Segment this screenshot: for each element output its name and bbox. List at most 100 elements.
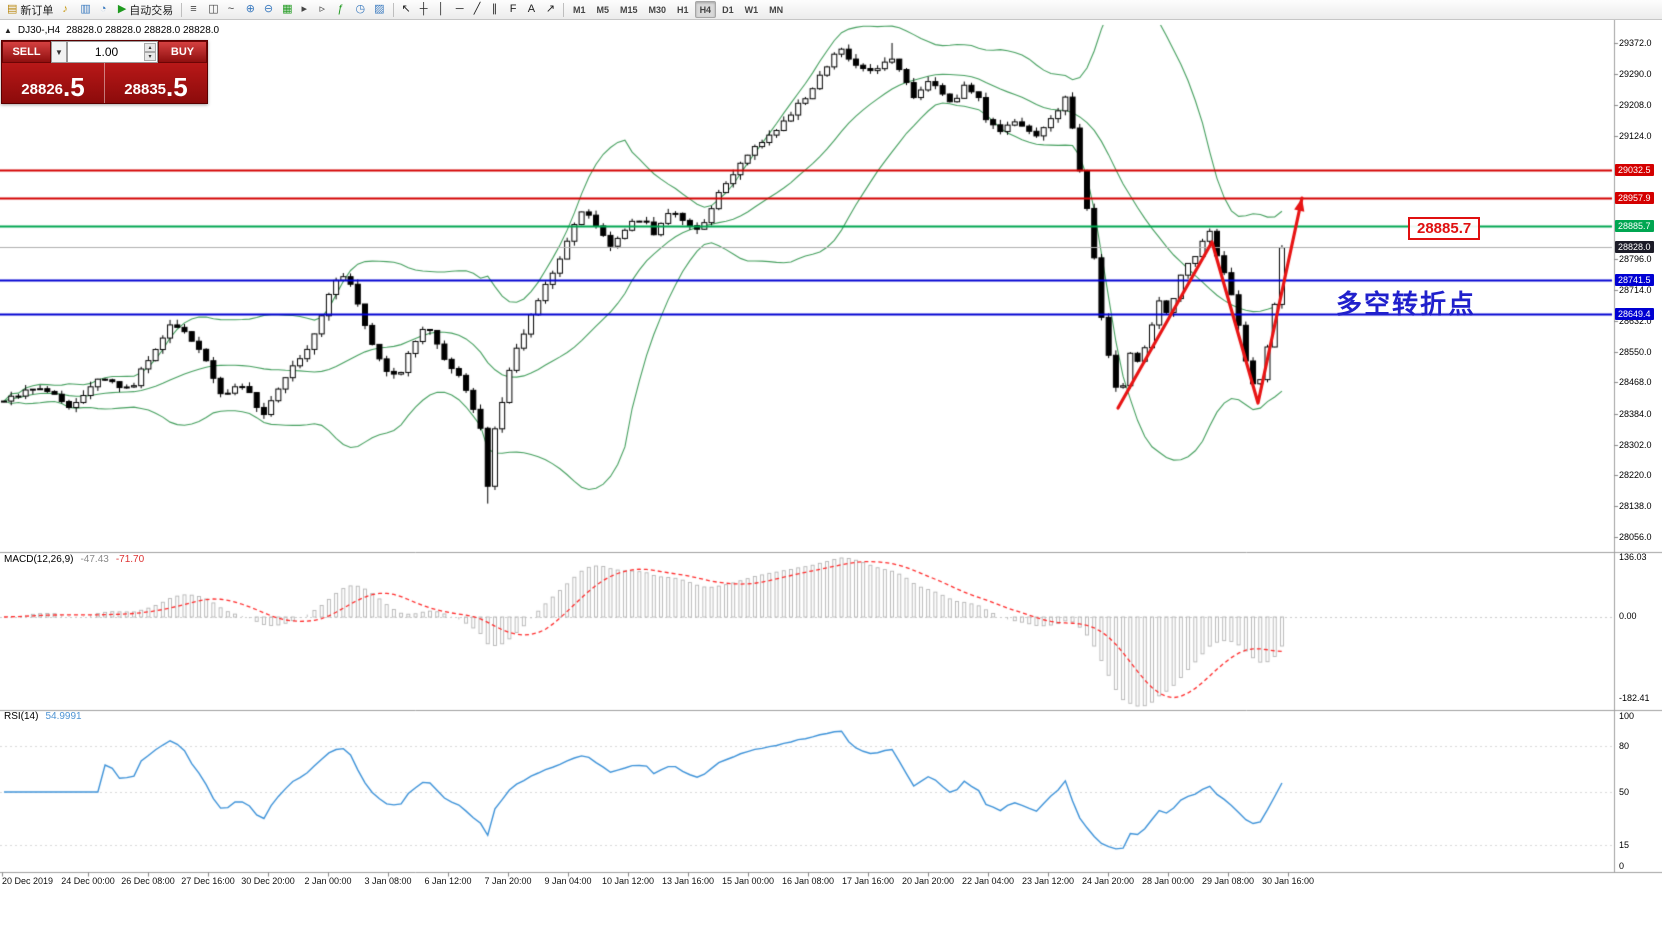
- timeframe-m5-button-label: M5: [596, 4, 610, 15]
- rsi-indicator-label: RSI(14) 54.9991: [4, 711, 82, 722]
- timeframe-h4-button-label: H4: [699, 4, 712, 15]
- templates-button[interactable]: ▨: [370, 1, 388, 18]
- price-scale-tick: 28714.0: [1619, 284, 1652, 295]
- channel-button[interactable]: ∥: [488, 1, 505, 18]
- timeframe-m30-button[interactable]: M30: [644, 1, 672, 18]
- vertical-line-button[interactable]: │: [434, 1, 451, 18]
- timeframe-h1-button[interactable]: H1: [672, 1, 694, 18]
- timeframe-m15-button[interactable]: M15: [615, 1, 643, 18]
- timeframe-m1-button[interactable]: M1: [568, 1, 591, 18]
- channel-icon: ∥: [491, 3, 498, 15]
- price-scale-tick: 28302.0: [1619, 439, 1652, 450]
- autotrading-button[interactable]: ▶ 自动交易: [114, 1, 177, 18]
- buy-price[interactable]: 28835.5: [104, 63, 207, 103]
- rsi-scale-label: 0: [1619, 861, 1625, 871]
- sell-price[interactable]: 28826.5: [2, 63, 104, 103]
- price-scale-badge: 28649.4: [1615, 308, 1654, 321]
- rsi-value: 54.9991: [45, 711, 82, 722]
- macd-scale-label: -182.41: [1619, 693, 1650, 703]
- new-order-button-label: 新订单: [20, 4, 54, 17]
- price-scale-badge: 28828.0: [1615, 241, 1654, 254]
- price-scale-tick: 28468.0: [1619, 377, 1652, 388]
- chart-shift-button[interactable]: ▹: [316, 1, 333, 18]
- timeframe-w1-button[interactable]: W1: [740, 1, 764, 18]
- turning-point-annotation[interactable]: 多空转折点: [1336, 289, 1477, 319]
- price-scale-tick: 29372.0: [1619, 38, 1652, 48]
- macd-scale-label: 0.00: [1619, 611, 1637, 621]
- rsi-scale-label: 80: [1619, 741, 1630, 751]
- candlestick-chart-button[interactable]: ◫: [204, 1, 222, 18]
- sell-price-main: 28826: [21, 81, 64, 99]
- indicators-icon: ƒ: [337, 3, 344, 15]
- new-order-button[interactable]: ▤ 新订单: [3, 1, 57, 18]
- line-chart-icon: ~: [227, 3, 235, 15]
- tile-windows-button[interactable]: ▦: [278, 1, 296, 18]
- price-level-label[interactable]: 28885.7: [1408, 217, 1481, 240]
- market-watch-icon: ◔: [99, 3, 107, 15]
- timeframe-h4-button[interactable]: H4: [694, 1, 717, 18]
- price-scale-badge: 28885.7: [1615, 219, 1654, 232]
- chart-shift-icon: ▹: [319, 3, 326, 15]
- time-axis-label: 23 Jan 12:00: [1021, 876, 1075, 886]
- time-axis-label: 17 Jan 16:00: [841, 876, 895, 886]
- macd-indicator-label: MACD(12,26,9) -47.43 -71.70: [4, 554, 144, 565]
- horizontal-line-icon: ─: [455, 3, 464, 15]
- macd-scale-label: 136.03: [1619, 552, 1647, 562]
- profiles-icon: ▥: [80, 3, 91, 15]
- bar-chart-icon: ≡: [190, 3, 197, 15]
- vertical-line-icon: │: [437, 3, 445, 15]
- line-chart-button[interactable]: ~: [224, 1, 241, 18]
- volume-dropdown-button[interactable]: ▼: [51, 41, 67, 63]
- volume-field[interactable]: 1.00 ▴ ▾: [67, 41, 158, 63]
- timeframe-mn-button[interactable]: MN: [764, 1, 788, 18]
- timeframe-m15-button-label: M15: [620, 4, 638, 15]
- bar-chart-button[interactable]: ≡: [186, 1, 203, 18]
- price-scale-tick: 28632.0: [1619, 315, 1652, 326]
- time-axis-label: 20 Jan 20:00: [901, 876, 955, 886]
- trendline-icon: ╱: [473, 3, 481, 15]
- trendline-button[interactable]: ╱: [470, 1, 487, 18]
- sound-alerts-button[interactable]: ♪: [58, 1, 75, 18]
- volume-down-icon[interactable]: ▾: [144, 52, 156, 61]
- horizontal-line-button[interactable]: ─: [452, 1, 469, 18]
- zoom-out-button[interactable]: ⊖: [260, 1, 277, 18]
- trade-panel-price-row: 28826.5 28835.5: [2, 63, 207, 103]
- toolbar-separator: [562, 2, 564, 17]
- macd-name: MACD(12,26,9): [4, 554, 74, 565]
- time-axis-label: 6 Jan 12:00: [424, 876, 472, 886]
- price-scale-tick: 28384.0: [1619, 408, 1652, 419]
- templates-icon: ▨: [374, 3, 385, 15]
- market-watch-button[interactable]: ◔: [96, 1, 113, 18]
- time-axis-label: 30 Jan 16:00: [1261, 876, 1315, 886]
- timeframe-m5-button[interactable]: M5: [592, 1, 615, 18]
- volume-up-icon[interactable]: ▴: [144, 43, 156, 52]
- one-click-panel-toggle-icon[interactable]: ▲: [4, 26, 12, 35]
- cursor-icon: ↖: [401, 3, 411, 15]
- indicators-button[interactable]: ƒ: [334, 1, 351, 18]
- profiles-button[interactable]: ▥: [76, 1, 94, 18]
- auto-scroll-button[interactable]: ▸: [298, 1, 315, 18]
- time-axis-label: 13 Jan 16:00: [661, 876, 715, 886]
- one-click-trading-panel: SELL ▼ 1.00 ▴ ▾ BUY 28826.5 28835.5: [1, 40, 208, 104]
- zoom-in-button[interactable]: ⊕: [242, 1, 259, 18]
- timeframe-d1-button[interactable]: D1: [717, 1, 739, 18]
- cursor-button[interactable]: ↖: [398, 1, 415, 18]
- time-axis-label: 24 Dec 00:00: [61, 876, 115, 886]
- buy-button[interactable]: BUY: [158, 41, 207, 63]
- time-axis-label: 22 Jan 04:00: [961, 876, 1015, 886]
- text-button[interactable]: A: [524, 1, 541, 18]
- crosshair-button[interactable]: ┼: [416, 1, 433, 18]
- symbol-ohlc-label: ▲ DJ30-,H4 28828.0 28828.0 28828.0 28828…: [4, 25, 219, 36]
- autotrading-icon: ▶: [117, 3, 127, 15]
- rsi-scale-label: 50: [1619, 787, 1630, 797]
- macd-value-signal: -71.70: [115, 554, 145, 565]
- timeframe-mn-button-label: MN: [769, 4, 784, 15]
- sell-button[interactable]: SELL: [2, 41, 51, 63]
- periods-button[interactable]: ◷: [352, 1, 370, 18]
- auto-scroll-icon: ▸: [301, 3, 308, 15]
- arrows-button[interactable]: ↗: [542, 1, 559, 18]
- timeframe-m1-button-label: M1: [572, 4, 586, 15]
- fibonacci-button[interactable]: F: [506, 1, 523, 18]
- time-axis-label: 15 Jan 00:00: [721, 876, 775, 886]
